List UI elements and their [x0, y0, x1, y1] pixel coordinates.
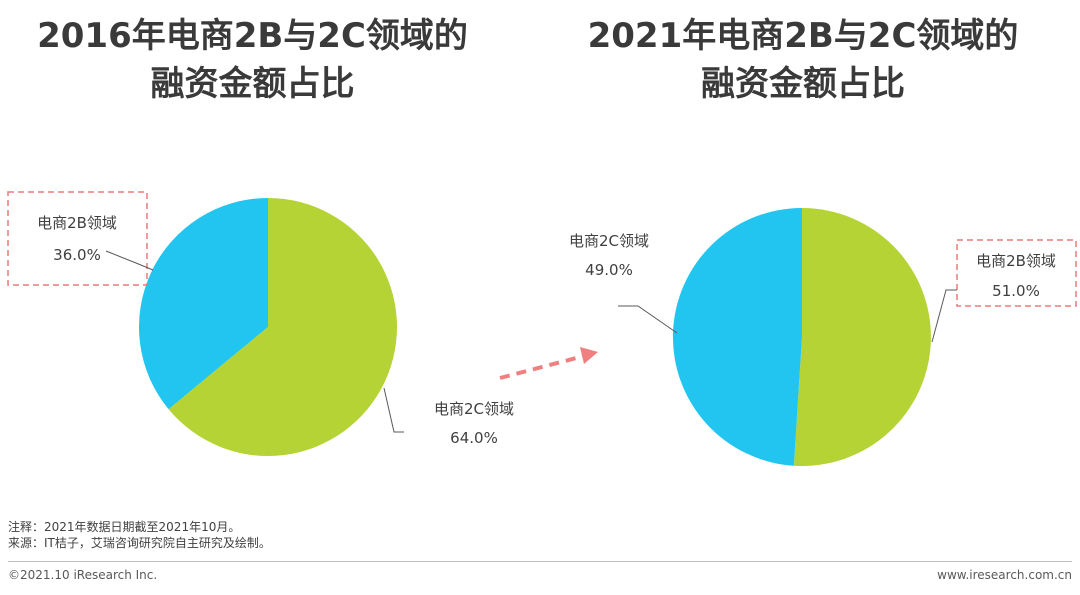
website-text: www.iresearch.com.cn: [937, 568, 1072, 582]
pie-chart-2016: [138, 198, 397, 457]
note-text: 注释：2021年数据日期截至2021年10月。: [8, 520, 241, 534]
pie-slice-2021-2c: [672, 207, 802, 466]
chart-title-2016: 2016年电商2B与2C领域的 融资金额占比: [37, 16, 468, 104]
leader-line-2016-2c: [383, 387, 404, 433]
slice-label-2016-2b: 电商2B领域: [37, 214, 117, 232]
slice-label-2016-2c: 电商2C领域: [434, 400, 514, 418]
slice-value-2016-2c: 64.0%: [450, 429, 498, 447]
pie-chart-2021: [672, 207, 931, 466]
pie-slice-2016-2c: [168, 198, 397, 457]
leader-line-2016-2b: [105, 250, 154, 271]
slice-value-2021-2c: 49.0%: [585, 261, 633, 279]
transition-arrow-line: [499, 354, 585, 380]
pie-slice-2021-2b: [793, 208, 931, 466]
slice-value-2021-2b: 51.0%: [992, 282, 1040, 300]
footer-divider: [8, 561, 1072, 562]
transition-arrow-head: [580, 347, 598, 364]
source-text: 来源：IT桔子，艾瑞咨询研究院自主研究及绘制。: [8, 536, 271, 550]
pie-slice-2016-2b: [138, 198, 268, 410]
callout-box-2021-2b: [956, 239, 1077, 307]
callout-box-2016-2b: [7, 191, 148, 286]
copyright-text: ©2021.10 iResearch Inc.: [8, 568, 158, 582]
slice-label-2021-2c: 电商2C领域: [569, 232, 649, 250]
leader-line-2021-2c: [618, 305, 678, 334]
slice-value-2016-2b: 36.0%: [53, 246, 101, 264]
slice-label-2021-2b: 电商2B领域: [976, 252, 1056, 270]
notes-block: 注释：2021年数据日期截至2021年10月。 来源：IT桔子，艾瑞咨询研究院自…: [8, 519, 271, 551]
leader-line-2021-2b: [931, 289, 957, 343]
chart-title-2021: 2021年电商2B与2C领域的 融资金额占比: [587, 16, 1019, 104]
